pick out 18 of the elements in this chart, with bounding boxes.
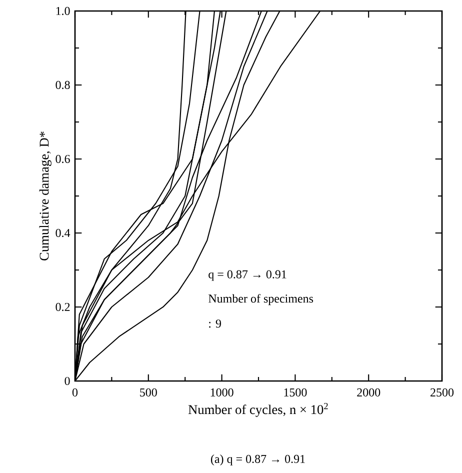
y-axis-title: Cumulative damage, D* [39,132,52,260]
x-tick-label: 2000 [357,388,380,396]
x-axis-title: Number of cycles, n × 10$^{2}$ [188,402,328,417]
x-tick-label: 1500 [284,388,307,396]
x-tick-label: 2500 [430,388,454,396]
y-tick-label: 0 [64,376,70,386]
y-tick-label: 1.0 [56,6,70,16]
annotation: : 9 [209,320,221,328]
x-tick-label: 1000 [210,388,234,396]
annotation: q = 0.87 → 0.91 [208,270,286,281]
text: (a) q = 0.87 → 0.91 [210,454,305,466]
y-tick-label: 0.6 [56,154,70,164]
x-tick-label: 0 [72,388,78,396]
y-tick-label: 0.8 [56,80,70,90]
y-tick-label: 0.2 [56,302,70,312]
x-tick-label: 500 [140,388,157,396]
y-tick-label: 0.4 [56,228,70,238]
annotation: Number of specimens [208,294,314,306]
